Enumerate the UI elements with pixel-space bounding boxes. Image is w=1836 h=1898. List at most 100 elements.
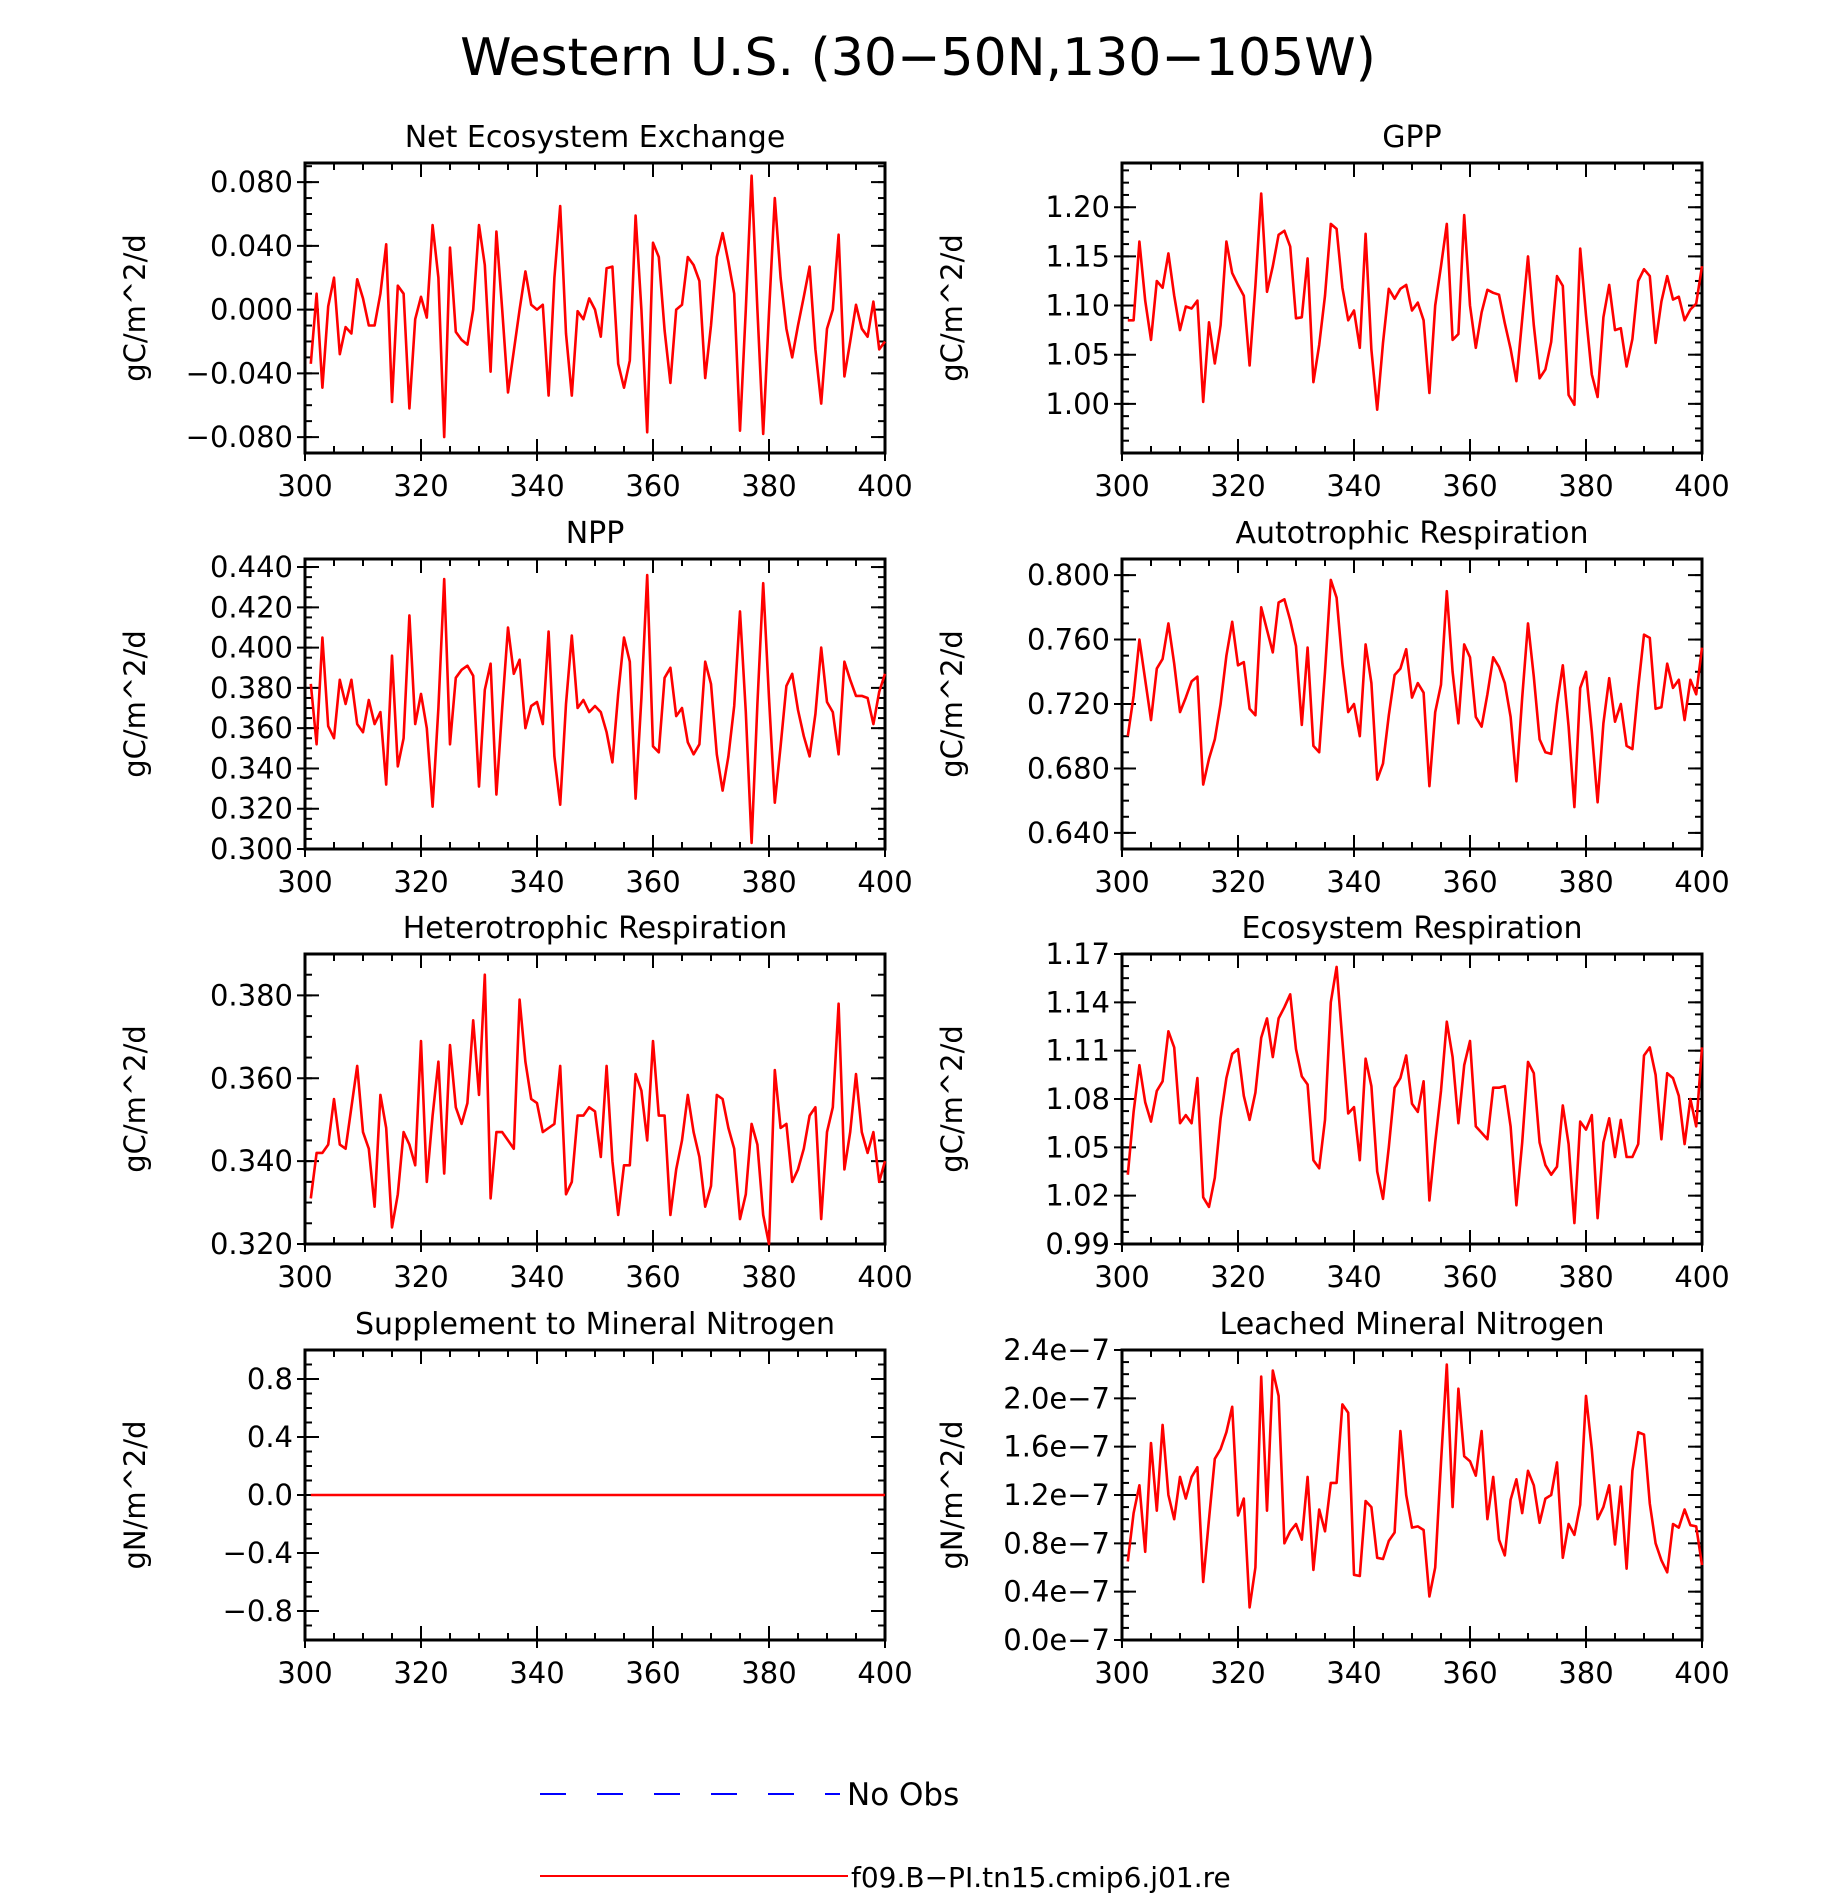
chart-autotrophic-respiration-xtick-label: 360 xyxy=(1442,865,1497,899)
chart-npp-ytick-label: 0.380 xyxy=(210,671,293,705)
chart-npp-ytick-label: 0.420 xyxy=(210,590,293,624)
chart-ecosystem-respiration-ytick-label: 1.17 xyxy=(1045,937,1110,971)
chart-net-ecosystem-exchange-ytick-label: 0.040 xyxy=(210,229,293,263)
chart-gpp-xtick-label: 340 xyxy=(1326,469,1381,503)
chart-autotrophic-respiration-title: Autotrophic Respiration xyxy=(1235,516,1588,551)
chart-autotrophic-respiration-ytick-label: 0.640 xyxy=(1027,816,1110,850)
chart-ecosystem-respiration-xtick-label: 400 xyxy=(1674,1260,1729,1294)
chart-ecosystem-respiration-xtick-label: 300 xyxy=(1094,1260,1149,1294)
chart-npp-title: NPP xyxy=(566,516,625,551)
chart-heterotrophic-respiration: Heterotrophic Respiration gC/m^2/d 300 320 3… xyxy=(118,911,913,1294)
chart-net-ecosystem-exchange-ytick-label: −0.040 xyxy=(186,356,293,390)
chart-leached-mineral-nitrogen-series-line xyxy=(1126,1363,1704,1609)
chart-supplement-to-mineral-nitrogen-xtick-label: 340 xyxy=(509,1656,564,1690)
chart-gpp-xtick-label: 300 xyxy=(1094,469,1149,503)
chart-supplement-to-mineral-nitrogen-ytick-label: −0.4 xyxy=(223,1536,293,1570)
chart-autotrophic-respiration-xtick-label: 300 xyxy=(1094,865,1149,899)
chart-gpp-xtick-label: 380 xyxy=(1558,469,1613,503)
chart-heterotrophic-respiration-xtick-label: 340 xyxy=(509,1260,564,1294)
chart-ecosystem-respiration-xtick-label: 380 xyxy=(1558,1260,1613,1294)
chart-ecosystem-respiration-xtick-label: 320 xyxy=(1210,1260,1265,1294)
chart-supplement-to-mineral-nitrogen-xtick-label: 300 xyxy=(277,1656,332,1690)
chart-heterotrophic-respiration-xtick-label: 400 xyxy=(857,1260,912,1294)
chart-gpp-xtick-label: 320 xyxy=(1210,469,1265,503)
chart-net-ecosystem-exchange-xtick-label: 320 xyxy=(393,469,448,503)
chart-npp-ytick-label: 0.400 xyxy=(210,631,293,665)
chart-supplement-to-mineral-nitrogen-xtick-label: 320 xyxy=(393,1656,448,1690)
chart-supplement-to-mineral-nitrogen: Supplement to Mineral Nitrogen gN/m^2/d 30… xyxy=(118,1307,913,1690)
chart-gpp-ylabel: gC/m^2/d xyxy=(935,234,969,382)
chart-ecosystem-respiration-ytick-label: 1.02 xyxy=(1045,1179,1110,1213)
chart-ecosystem-respiration-xtick-label: 360 xyxy=(1442,1260,1497,1294)
chart-heterotrophic-respiration-xtick-label: 360 xyxy=(625,1260,680,1294)
chart-gpp-xtick-label: 360 xyxy=(1442,469,1497,503)
chart-net-ecosystem-exchange-xtick-label: 360 xyxy=(625,469,680,503)
chart-gpp-ytick-label: 1.00 xyxy=(1045,387,1110,421)
chart-autotrophic-respiration-xtick-label: 320 xyxy=(1210,865,1265,899)
panels-group: Net Ecosystem Exchange gC/m^2/d 300 320 340 3… xyxy=(118,120,1730,1690)
chart-heterotrophic-respiration-ylabel: gC/m^2/d xyxy=(118,1025,152,1173)
chart-leached-mineral-nitrogen-ytick-label: 1.2e−7 xyxy=(1003,1478,1110,1512)
chart-heterotrophic-respiration-ytick-label: 0.360 xyxy=(210,1061,293,1095)
chart-autotrophic-respiration-ytick-label: 0.720 xyxy=(1027,687,1110,721)
chart-supplement-to-mineral-nitrogen-ytick-label: 0.8 xyxy=(247,1362,293,1396)
chart-ecosystem-respiration-xtick-label: 340 xyxy=(1326,1260,1381,1294)
chart-heterotrophic-respiration-series-line xyxy=(309,973,887,1246)
chart-npp-ylabel: gC/m^2/d xyxy=(118,630,152,778)
chart-leached-mineral-nitrogen: Leached Mineral Nitrogen gN/m^2/d 300 320 34… xyxy=(935,1307,1730,1690)
chart-ecosystem-respiration-ytick-label: 0.99 xyxy=(1045,1227,1110,1261)
chart-gpp-ytick-label: 1.05 xyxy=(1045,338,1110,372)
chart-leached-mineral-nitrogen-xtick-label: 380 xyxy=(1558,1656,1613,1690)
chart-leached-mineral-nitrogen-ytick-label: 2.4e−7 xyxy=(1003,1333,1110,1367)
chart-ecosystem-respiration-ytick-label: 1.05 xyxy=(1045,1130,1110,1164)
chart-net-ecosystem-exchange-title: Net Ecosystem Exchange xyxy=(405,120,786,155)
chart-ecosystem-respiration-ylabel: gC/m^2/d xyxy=(935,1025,969,1173)
chart-npp: NPP gC/m^2/d 300 320 340 360 380 400 0.440 0.420 0… xyxy=(118,516,913,899)
chart-autotrophic-respiration-series-line xyxy=(1126,578,1704,809)
figure-title: Western U.S. (30−50N,130−105W) xyxy=(460,28,1376,88)
chart-heterotrophic-respiration-xtick-label: 380 xyxy=(741,1260,796,1294)
chart-supplement-to-mineral-nitrogen-ytick-label: 0.0 xyxy=(247,1478,293,1512)
chart-leached-mineral-nitrogen-title: Leached Mineral Nitrogen xyxy=(1220,1307,1605,1342)
chart-net-ecosystem-exchange-xtick-label: 400 xyxy=(857,469,912,503)
chart-autotrophic-respiration-xtick-label: 340 xyxy=(1326,865,1381,899)
chart-leached-mineral-nitrogen-ytick-label: 0.4e−7 xyxy=(1003,1575,1110,1609)
chart-net-ecosystem-exchange-xtick-label: 300 xyxy=(277,469,332,503)
chart-net-ecosystem-exchange-ytick-label: −0.080 xyxy=(186,420,293,454)
chart-leached-mineral-nitrogen-ylabel: gN/m^2/d xyxy=(935,1420,969,1569)
chart-leached-mineral-nitrogen-ytick-label: 0.8e−7 xyxy=(1003,1526,1110,1560)
chart-npp-ytick-label: 0.360 xyxy=(210,711,293,745)
chart-gpp-title: GPP xyxy=(1382,120,1441,155)
chart-npp-series-line xyxy=(309,573,887,845)
chart-gpp-ytick-label: 1.10 xyxy=(1045,289,1110,323)
chart-ecosystem-respiration: Ecosystem Respiration gC/m^2/d 300 320 340 36… xyxy=(935,911,1730,1294)
chart-autotrophic-respiration-ytick-label: 0.680 xyxy=(1027,751,1110,785)
chart-leached-mineral-nitrogen-xtick-label: 300 xyxy=(1094,1656,1149,1690)
chart-net-ecosystem-exchange-ytick-label: 0.000 xyxy=(210,293,293,327)
chart-supplement-to-mineral-nitrogen-ytick-label: −0.8 xyxy=(223,1594,293,1628)
chart-leached-mineral-nitrogen-ytick-label: 0.0e−7 xyxy=(1003,1623,1110,1657)
chart-heterotrophic-respiration-xtick-label: 300 xyxy=(277,1260,332,1294)
chart-npp-xtick-label: 300 xyxy=(277,865,332,899)
chart-heterotrophic-respiration-title: Heterotrophic Respiration xyxy=(403,911,788,946)
chart-leached-mineral-nitrogen-xtick-label: 320 xyxy=(1210,1656,1265,1690)
chart-npp-xtick-label: 340 xyxy=(509,865,564,899)
chart-supplement-to-mineral-nitrogen-ytick-label: 0.4 xyxy=(247,1420,293,1454)
chart-ecosystem-respiration-ytick-label: 1.08 xyxy=(1045,1082,1110,1116)
chart-autotrophic-respiration-ytick-label: 0.800 xyxy=(1027,558,1110,592)
chart-supplement-to-mineral-nitrogen-xtick-label: 400 xyxy=(857,1656,912,1690)
legend: No Obs f09.B−PI.tn15.cmip6.j01.re xyxy=(540,1777,1231,1894)
chart-supplement-to-mineral-nitrogen-xtick-label: 360 xyxy=(625,1656,680,1690)
chart-gpp-ytick-label: 1.20 xyxy=(1045,190,1110,224)
chart-net-ecosystem-exchange: Net Ecosystem Exchange gC/m^2/d 300 320 340 3… xyxy=(118,120,913,503)
chart-net-ecosystem-exchange-ylabel: gC/m^2/d xyxy=(118,234,152,382)
chart-ecosystem-respiration-title: Ecosystem Respiration xyxy=(1242,911,1583,946)
chart-autotrophic-respiration-ytick-label: 0.760 xyxy=(1027,623,1110,657)
chart-autotrophic-respiration-ylabel: gC/m^2/d xyxy=(935,630,969,778)
chart-net-ecosystem-exchange-ytick-label: 0.080 xyxy=(210,165,293,199)
chart-net-ecosystem-exchange-xtick-label: 340 xyxy=(509,469,564,503)
chart-heterotrophic-respiration-ytick-label: 0.320 xyxy=(210,1227,293,1261)
chart-npp-xtick-label: 360 xyxy=(625,865,680,899)
chart-autotrophic-respiration-xtick-label: 380 xyxy=(1558,865,1613,899)
